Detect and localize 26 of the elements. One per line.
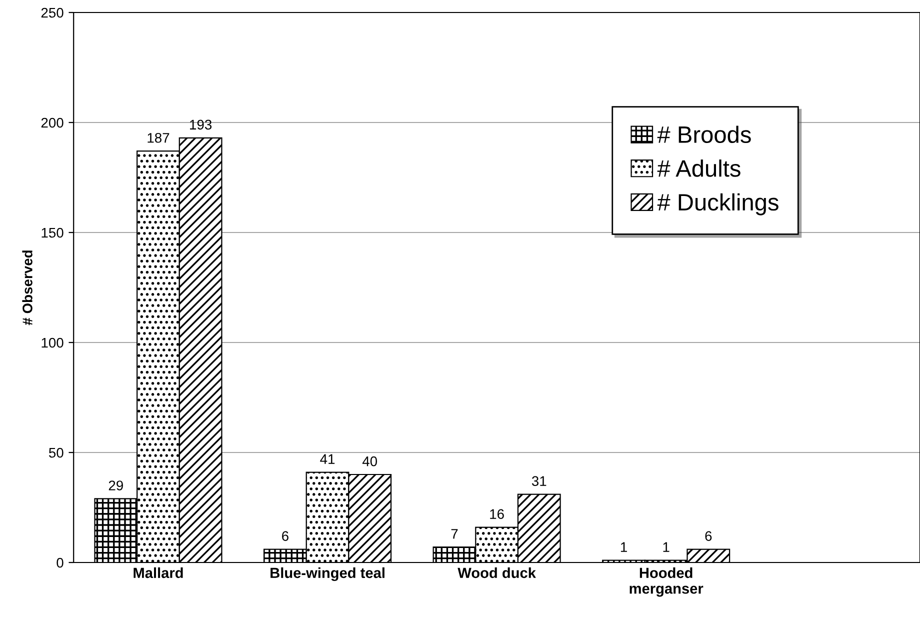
legend-label: # Adults (657, 160, 740, 177)
y-tick-label: 0 (56, 558, 64, 568)
y-tick-label: 250 (41, 8, 64, 18)
data-label: 41 (320, 454, 335, 464)
y-axis-title: # Observed (22, 250, 32, 326)
data-label: 1 (663, 542, 670, 552)
y-tick-label: 200 (41, 118, 64, 128)
legend-label: # Ducklings (657, 193, 778, 216)
data-label: 40 (362, 456, 378, 466)
x-tick-label: Hooded merganser (630, 567, 704, 597)
data-label: 6 (282, 531, 288, 541)
x-tick-label: Wood duck (458, 567, 536, 578)
data-label: 16 (490, 509, 504, 519)
data-label: 31 (532, 476, 546, 486)
x-tick-label: Blue-winged teal (270, 567, 384, 582)
y-tick-label: 150 (42, 228, 64, 238)
data-label: 6 (705, 531, 712, 541)
y-tick-label: 100 (42, 338, 64, 348)
data-label: 187 (148, 132, 170, 143)
data-label: 29 (108, 480, 123, 490)
x-tick-label: Mallard (134, 567, 183, 578)
data-label: 1 (620, 542, 627, 552)
y-tick-label: 50 (48, 448, 64, 458)
data-label: 7 (451, 529, 458, 539)
legend-label: # Broods (657, 126, 751, 144)
data-label: 193 (190, 120, 212, 130)
